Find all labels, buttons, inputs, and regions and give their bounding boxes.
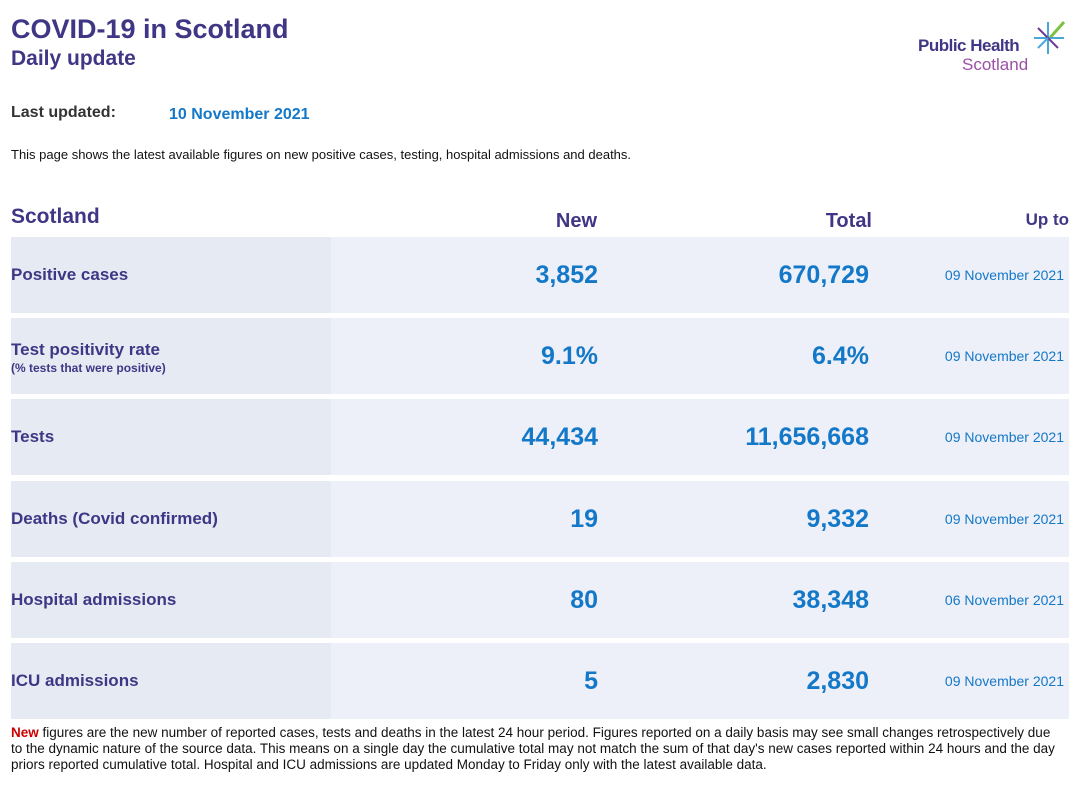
up-to-date: 09 November 2021 [944,673,1064,689]
table-row: Positive cases 3,852 670,729 09 November… [11,237,1069,313]
table-row: Test positivity rate (% tests that were p… [11,318,1069,394]
row-label-cell: Test positivity rate (% tests that were p… [11,318,331,394]
row-name: ICU admissions [11,671,139,690]
row-name: Positive cases [11,265,129,284]
row-name: Test positivity rate [11,340,160,359]
total-value: 38,348 [792,586,869,614]
up-to-date: 09 November 2021 [944,348,1064,364]
up-to-date: 09 November 2021 [944,511,1064,527]
new-value: 5 [584,667,598,695]
new-value: 44,434 [521,423,598,451]
row-name: Deaths (Covid confirmed) [11,509,218,528]
logo-text-line1: Public Health [918,36,1020,55]
public-health-scotland-logo: Public Health Scotland [918,18,1073,78]
total-value: 6.4% [812,342,869,370]
row-label-cell: Hospital admissions [11,562,331,638]
new-value: 3,852 [535,261,598,289]
intro-text: This page shows the latest available fig… [11,147,632,162]
column-header-new: New [555,210,597,232]
footnote-highlight: New [11,725,39,740]
new-value: 80 [570,586,598,614]
row-label-cell: Tests [11,399,331,475]
star-burst-icon [1034,21,1066,54]
total-value: 2,830 [806,667,869,695]
column-header-total: Total [825,210,872,232]
row-label-cell: Positive cases [11,237,331,313]
last-updated-label: Last updated: [11,104,116,121]
new-value: 19 [570,505,598,533]
row-name: Hospital admissions [11,590,177,609]
page-title: COVID-19 in Scotland [11,14,289,44]
total-value: 9,332 [806,505,869,533]
up-to-date: 09 November 2021 [944,429,1064,445]
total-value: 670,729 [778,261,869,289]
row-label-cell: Deaths (Covid confirmed) [11,481,331,557]
new-value: 9.1% [541,342,598,370]
table-row: ICU admissions 5 2,830 09 November 2021 [11,643,1069,719]
footnote: New figures are the new number of report… [11,725,1061,773]
column-header-up-to: Up to [1025,210,1069,229]
footnote-text: figures are the new number of reported c… [11,725,1055,772]
up-to-date: 09 November 2021 [944,267,1064,283]
last-updated-value: 10 November 2021 [169,106,310,123]
table-row: Tests 44,434 11,656,668 09 November 2021 [11,399,1069,475]
total-value: 11,656,668 [745,423,869,451]
page-subtitle: Daily update [11,47,136,70]
table-row: Hospital admissions 80 38,348 06 Novembe… [11,562,1069,638]
row-label-cell: ICU admissions [11,643,331,719]
up-to-date: 06 November 2021 [944,592,1064,608]
table-row: Deaths (Covid confirmed) 19 9,332 09 Nov… [11,481,1069,557]
row-name: Tests [11,427,55,446]
column-header-region: Scotland [11,205,100,228]
logo-text-line2: Scotland [962,55,1029,74]
row-subtitle: (% tests that were positive) [11,361,166,375]
